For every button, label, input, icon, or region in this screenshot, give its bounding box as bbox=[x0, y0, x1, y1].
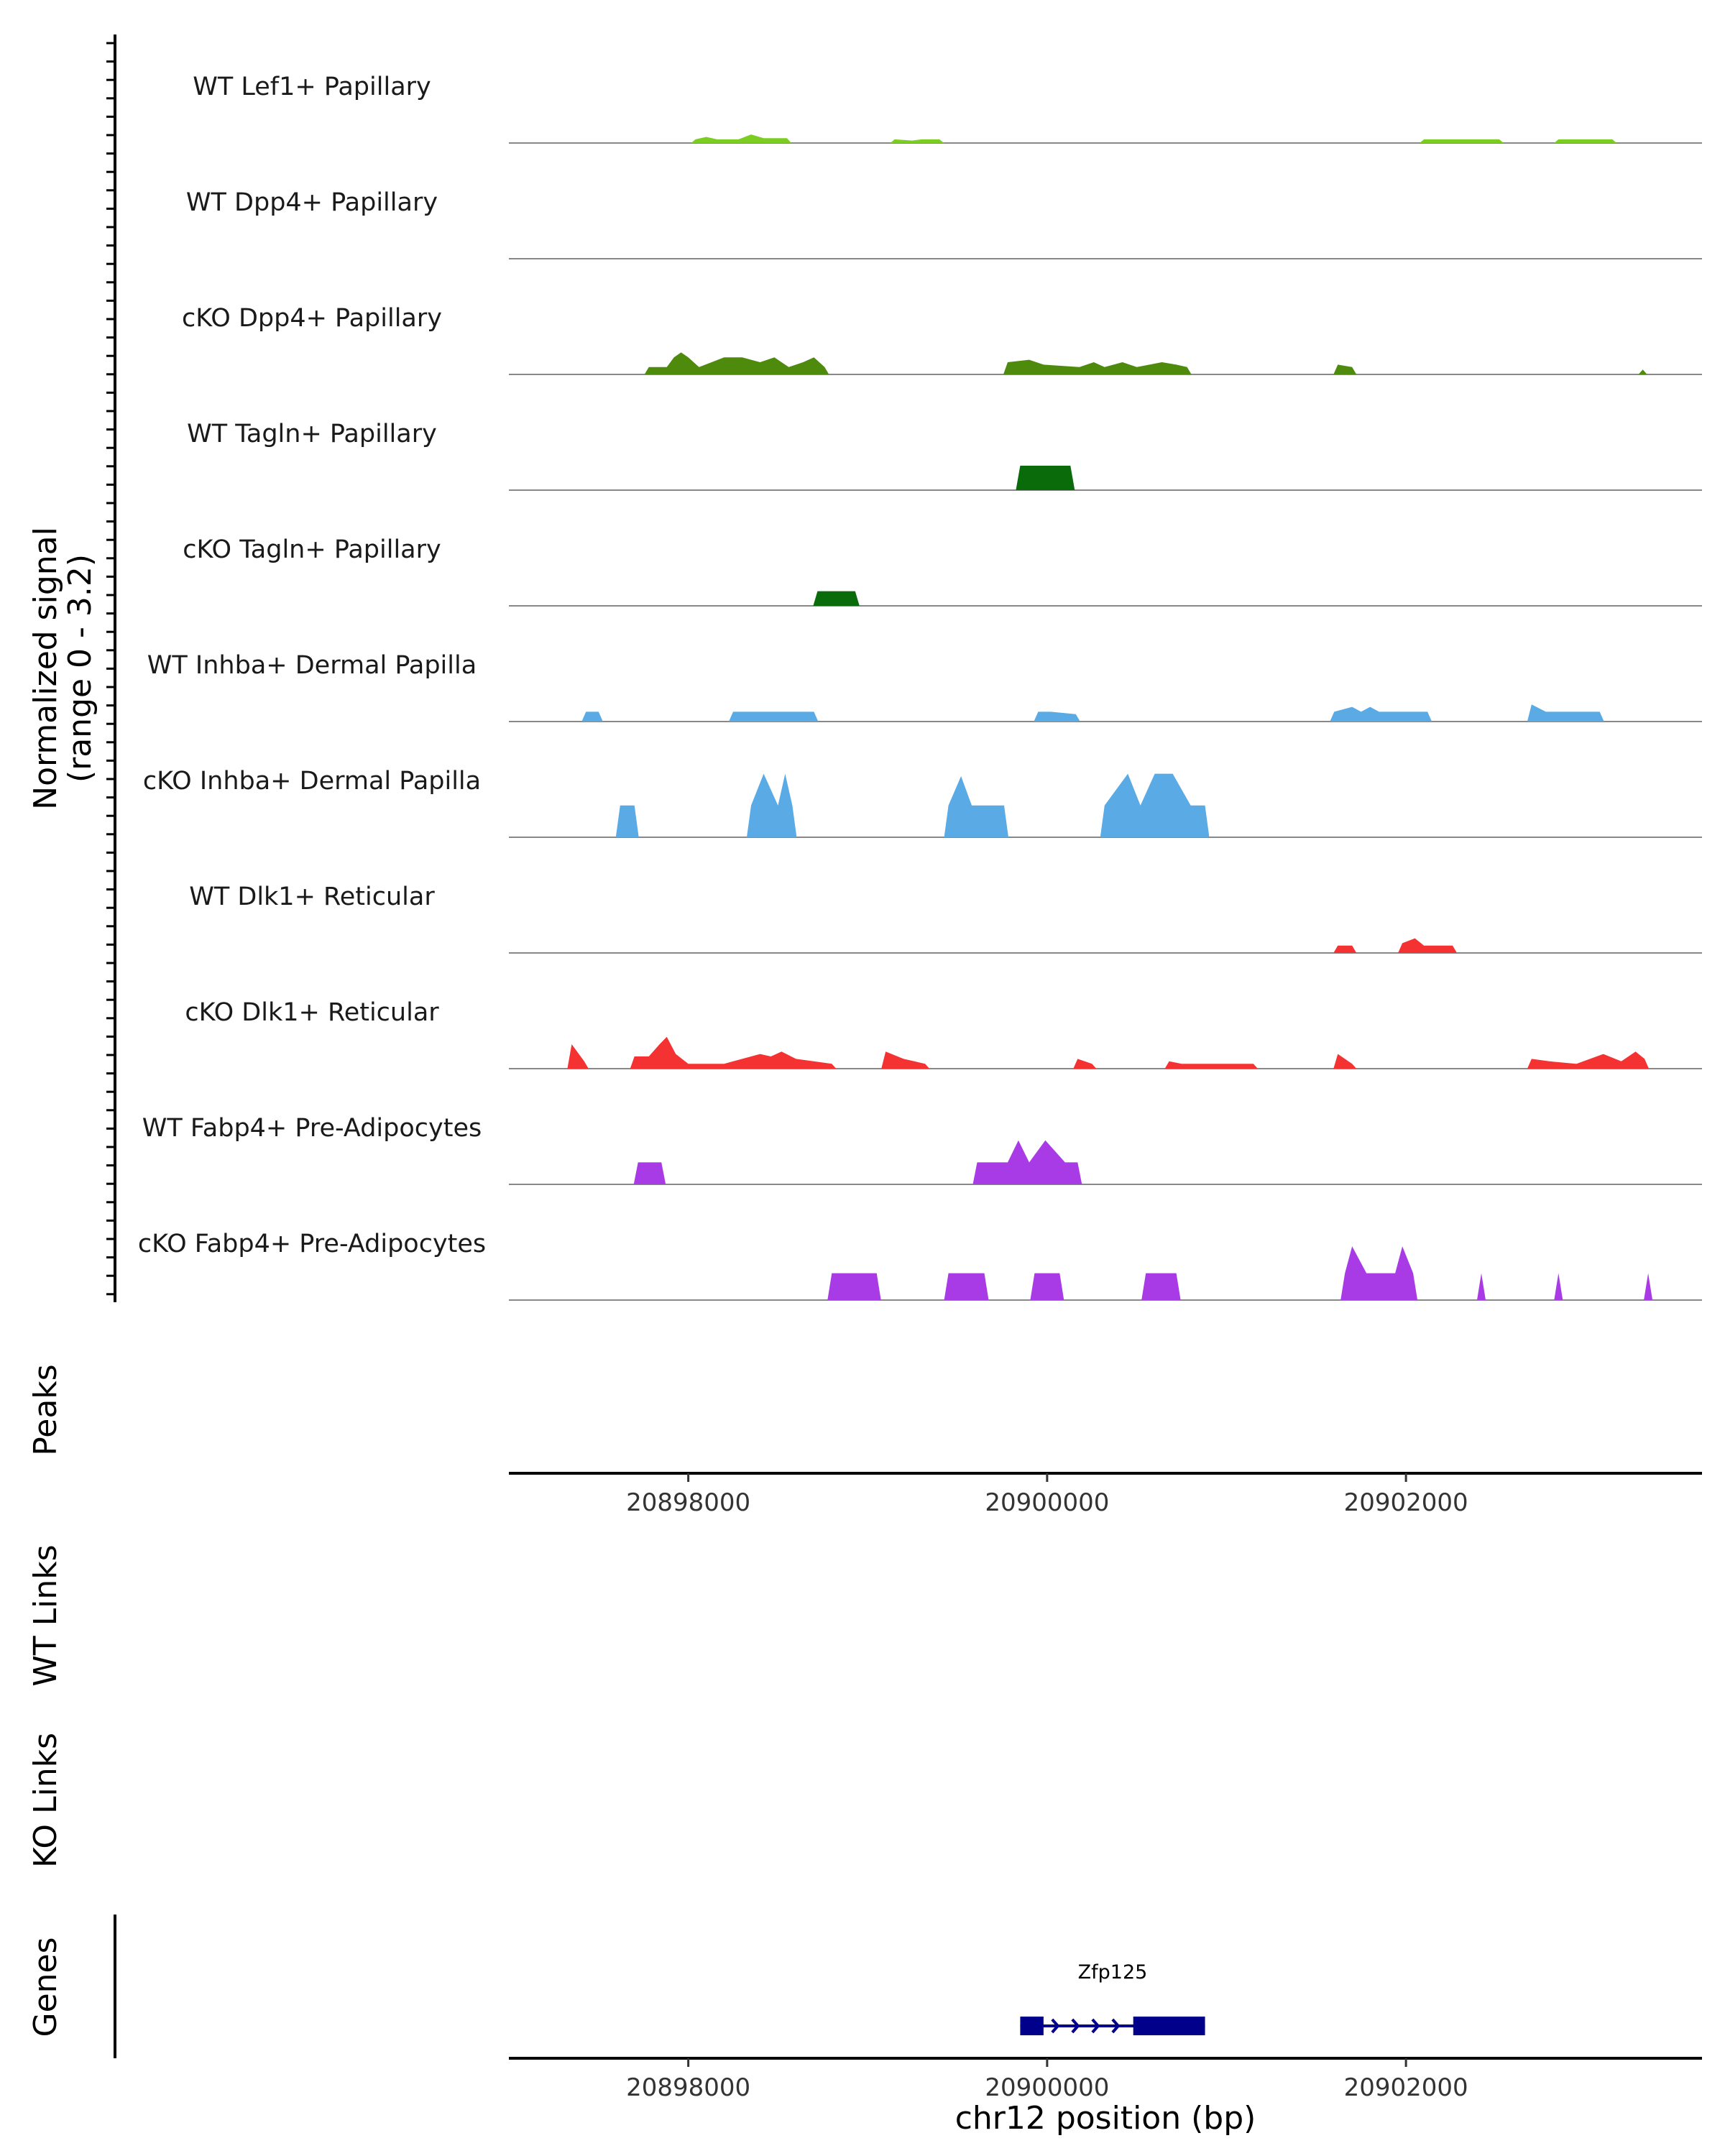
signal-area bbox=[581, 711, 603, 722]
signal-area bbox=[1638, 369, 1647, 374]
gene-utr-block bbox=[1020, 2017, 1044, 2035]
track-7: cKO Inhba+ Dermal Papilla bbox=[143, 767, 1702, 838]
signal-area bbox=[972, 1140, 1082, 1184]
track-label: WT Tagln+ Papillary bbox=[187, 420, 437, 448]
strand-arrow bbox=[1071, 2018, 1080, 2034]
track-5: cKO Tagln+ Papillary bbox=[183, 535, 1702, 607]
signal-y-ticks bbox=[106, 42, 115, 1296]
signal-area bbox=[1333, 364, 1357, 374]
track-2: WT Dpp4+ Papillary bbox=[186, 188, 1702, 259]
signal-area bbox=[881, 1051, 930, 1069]
signal-area bbox=[1477, 1273, 1486, 1300]
signal-y-axis-sublabel: (range 0 - 3.2) bbox=[62, 554, 98, 783]
track-1: WT Lef1+ Papillary bbox=[193, 73, 1702, 144]
ko-links-panel-label: KO Links bbox=[27, 1733, 64, 1868]
gene-track: Zfp125 bbox=[1020, 1961, 1205, 2035]
track-label: cKO Inhba+ Dermal Papilla bbox=[143, 767, 481, 796]
wt-links-panel-label: WT Links bbox=[27, 1544, 64, 1686]
track-11: cKO Fabp4+ Pre-Adipocytes bbox=[138, 1230, 1702, 1301]
x-tick-label: 20900000 bbox=[985, 1488, 1109, 1517]
x-tick-label: 20902000 bbox=[1344, 1488, 1468, 1517]
track-label: WT Lef1+ Papillary bbox=[193, 73, 431, 101]
track-3: cKO Dpp4+ Papillary bbox=[182, 304, 1702, 375]
signal-area bbox=[747, 773, 797, 837]
signal-area bbox=[1398, 938, 1457, 953]
track-9: cKO Dlk1+ Reticular bbox=[185, 998, 1702, 1069]
signal-area bbox=[1030, 1273, 1064, 1300]
track-10: WT Fabp4+ Pre-Adipocytes bbox=[142, 1114, 1702, 1185]
signal-area bbox=[1330, 706, 1432, 722]
signal-area bbox=[1554, 139, 1617, 143]
signal-area bbox=[644, 352, 829, 374]
x-tick-label: 20898000 bbox=[626, 2073, 750, 2102]
track-8: WT Dlk1+ Reticular bbox=[189, 883, 1702, 954]
signal-area bbox=[567, 1044, 589, 1069]
track-label: cKO Dpp4+ Papillary bbox=[182, 304, 442, 333]
signal-area bbox=[1073, 1059, 1097, 1069]
track-label: cKO Tagln+ Papillary bbox=[183, 535, 441, 564]
signal-tracks: WT Lef1+ Papillary WT Dpp4+ Papillary cKO … bbox=[138, 73, 1702, 1301]
track-label: WT Fabp4+ Pre-Adipocytes bbox=[142, 1114, 482, 1143]
strand-arrow bbox=[1051, 2018, 1060, 2034]
signal-area bbox=[1527, 704, 1604, 722]
signal-area bbox=[1003, 359, 1192, 374]
signal-area bbox=[729, 711, 819, 722]
signal-area bbox=[1164, 1061, 1258, 1069]
signal-area bbox=[1527, 1051, 1650, 1069]
signal-area bbox=[827, 1273, 881, 1300]
strand-arrow bbox=[1091, 2018, 1100, 2034]
track-6: WT Inhba+ Dermal Papilla bbox=[147, 651, 1702, 722]
gene-exon-block bbox=[1133, 2017, 1205, 2035]
signal-area bbox=[1420, 139, 1504, 143]
signal-area bbox=[1100, 773, 1210, 837]
signal-area bbox=[1333, 945, 1357, 953]
track-label: WT Dlk1+ Reticular bbox=[189, 883, 435, 911]
gene-label: Zfp125 bbox=[1078, 1961, 1148, 1984]
signal-area bbox=[1141, 1273, 1181, 1300]
signal-area bbox=[615, 805, 639, 837]
x-axis-label: chr12 position (bp) bbox=[955, 2100, 1256, 2137]
track-label: WT Inhba+ Dermal Papilla bbox=[147, 651, 477, 680]
signal-area bbox=[1554, 1273, 1563, 1300]
signal-area bbox=[691, 134, 791, 143]
signal-area bbox=[630, 1036, 837, 1069]
x-tick-label: 20902000 bbox=[1344, 2073, 1468, 2102]
signal-area bbox=[1034, 711, 1080, 722]
x-tick-label: 20900000 bbox=[985, 2073, 1109, 2102]
signal-area bbox=[1016, 466, 1075, 490]
genes-panel-label: Genes bbox=[27, 1937, 64, 2037]
signal-area bbox=[944, 1273, 989, 1300]
track-label: WT Dpp4+ Papillary bbox=[186, 188, 438, 217]
track-4: WT Tagln+ Papillary bbox=[187, 420, 1702, 491]
signal-area bbox=[633, 1162, 666, 1184]
signal-area bbox=[813, 591, 860, 606]
genes-x-ticks: 20898000 20900000 20902000 bbox=[626, 2058, 1468, 2102]
strand-arrow bbox=[1111, 2018, 1121, 2034]
track-label: cKO Dlk1+ Reticular bbox=[185, 998, 439, 1027]
signal-area bbox=[944, 776, 1008, 837]
peaks-panel-label: Peaks bbox=[27, 1364, 64, 1455]
peaks-x-ticks: 20898000 20900000 20902000 bbox=[626, 1473, 1468, 1517]
x-tick-label: 20898000 bbox=[626, 1488, 750, 1517]
track-label: cKO Fabp4+ Pre-Adipocytes bbox=[138, 1230, 486, 1258]
signal-area bbox=[1340, 1246, 1418, 1300]
signal-area bbox=[1333, 1054, 1357, 1069]
signal-area bbox=[890, 139, 944, 143]
signal-y-axis-label: Normalized signal bbox=[27, 527, 64, 810]
signal-area bbox=[1644, 1273, 1653, 1300]
